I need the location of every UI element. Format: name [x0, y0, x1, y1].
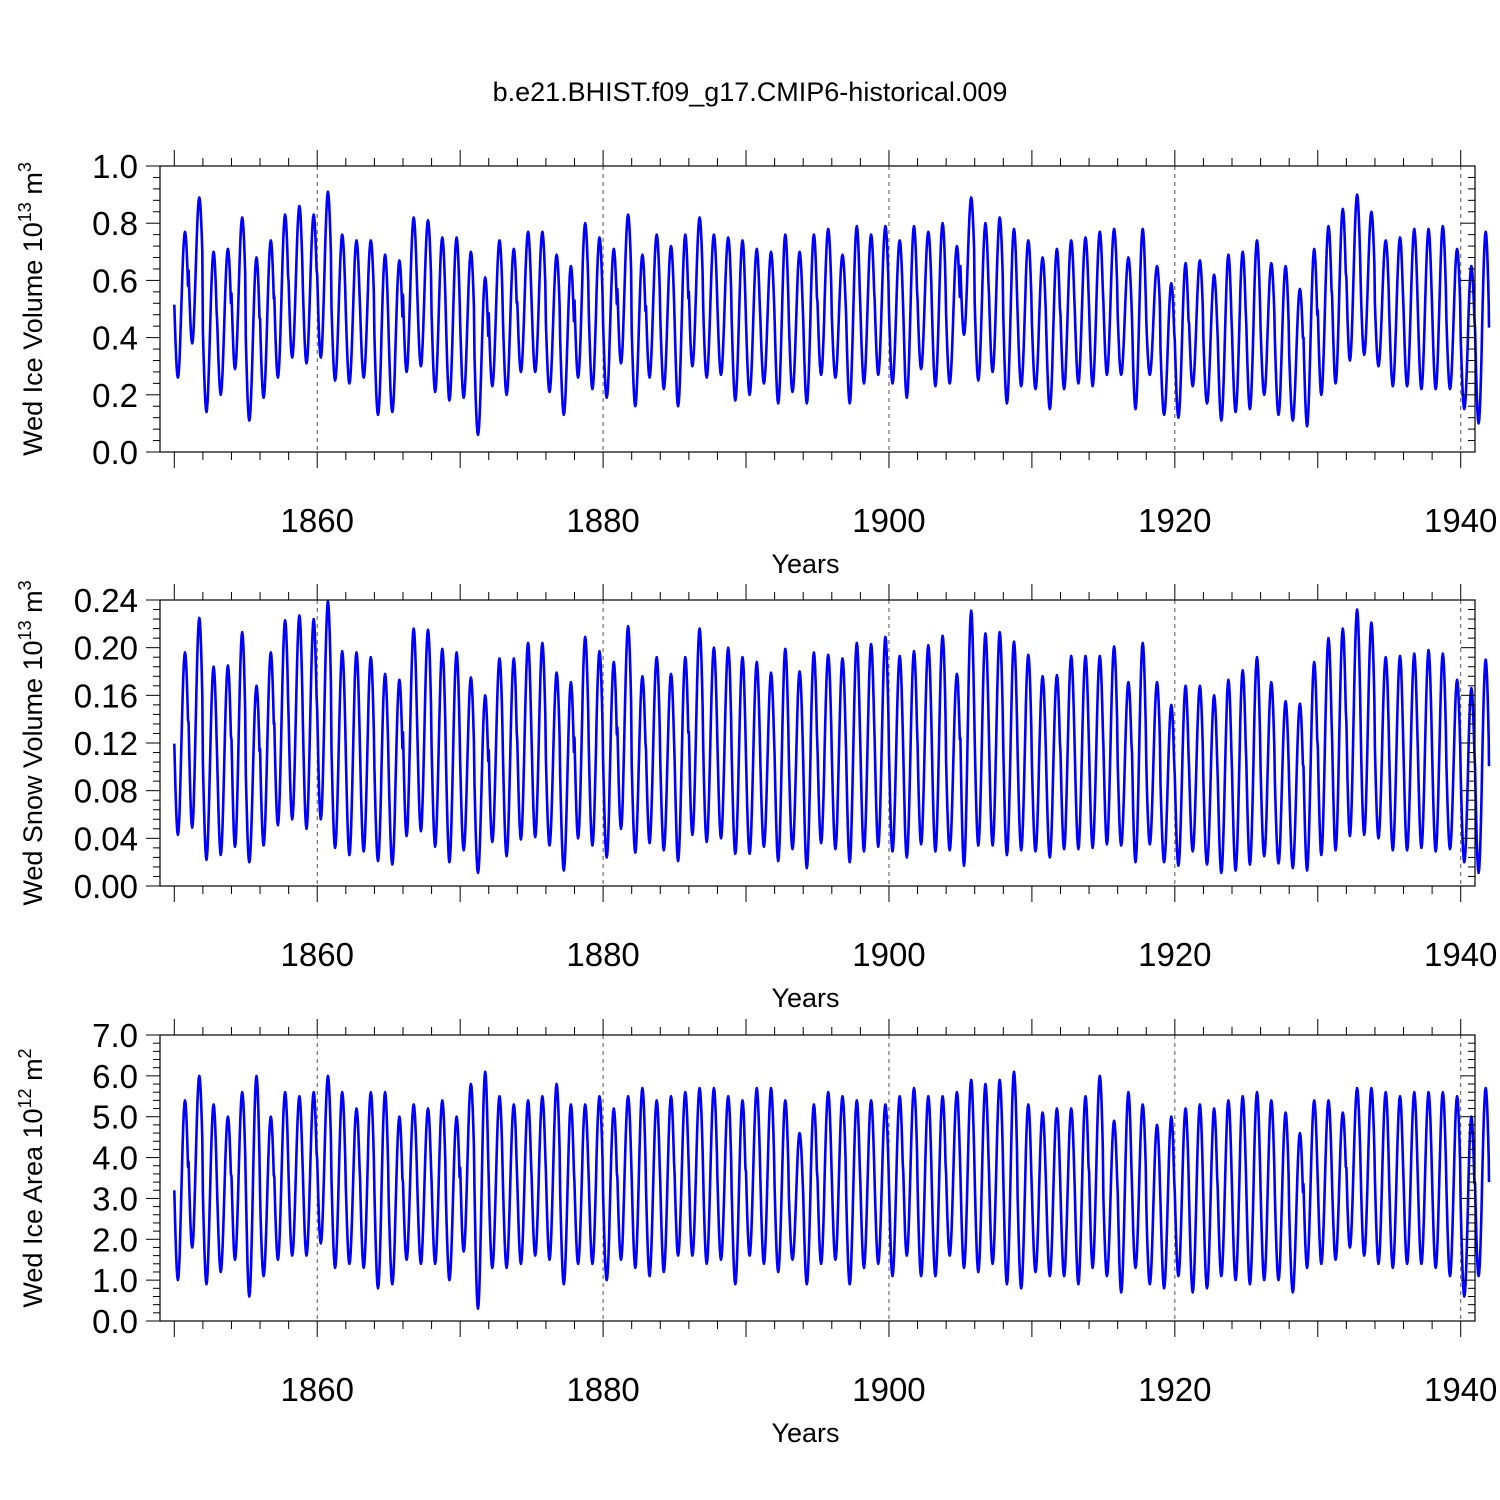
- snow-volume-ytick-label: 0.04: [74, 820, 138, 857]
- ice-area-ytick-label: 6.0: [92, 1058, 138, 1095]
- snow-volume-xtick-label: 1860: [281, 936, 354, 973]
- ice-volume-ytick-label: 1.0: [92, 148, 138, 185]
- ice-volume-xtick-label: 1900: [852, 502, 925, 539]
- ice-area-ytick-label: 2.0: [92, 1221, 138, 1258]
- ice-area-series-line: [173, 1070, 1491, 1310]
- ice-area-xtick-label: 1880: [566, 1371, 639, 1408]
- ice-area-yaxis-label: Wed Ice Area 1012 m2: [15, 1048, 48, 1307]
- snow-volume-ytick-label: 0.24: [74, 582, 138, 619]
- ice-area-plot-frame: [159, 1034, 1476, 1322]
- panel-ice-volume: 1860 1880 1900 1920 1940 0.0 0.2 0.4 0.6 0.8 1.0 Ye…: [15, 148, 1497, 579]
- snow-volume-xtick-label: 1880: [566, 936, 639, 973]
- snow-volume-ytick-label: 0.08: [74, 773, 138, 810]
- snow-volume-yaxis-label-part: m: [18, 590, 48, 620]
- snow-volume-xtick-label: 1920: [1138, 936, 1211, 973]
- ice-volume-yaxis-label-part: m: [18, 172, 48, 202]
- ice-area-yaxis-label-exponent: 2: [15, 1048, 35, 1058]
- ice-volume-yaxis-label-exponent: 13: [15, 202, 35, 222]
- ice-area-ytick-label: 3.0: [92, 1180, 138, 1217]
- snow-volume-ytick-label: 0.12: [74, 725, 138, 762]
- ice-volume-ytick-label: 0.8: [92, 205, 138, 242]
- snow-volume-yaxis-label: Wed Snow Volume 1013 m3: [15, 580, 48, 905]
- ice-area-yaxis-label-part: m: [18, 1058, 48, 1088]
- snow-volume-series-line: [173, 599, 1491, 875]
- ice-volume-ytick-label: 0.6: [92, 262, 138, 299]
- panel-snow-volume: 1860 1880 1900 1920 1940 0.00 0.04 0.08 0.12 0.16…: [15, 580, 1497, 1013]
- ice-volume-ytick-label: 0.2: [92, 377, 138, 414]
- ice-volume-xtick-label: 1880: [566, 502, 639, 539]
- ice-volume-yaxis-label-part: Wed Ice Volume 10: [18, 222, 48, 456]
- ice-volume-ytick-label: 0.0: [92, 434, 138, 471]
- ice-area-ytick-label: 5.0: [92, 1099, 138, 1136]
- ice-volume-xtick-label: 1920: [1138, 502, 1211, 539]
- snow-volume-xtick-label: 1900: [852, 936, 925, 973]
- ice-volume-series-line: [173, 190, 1491, 437]
- ice-area-ytick-label: 4.0: [92, 1140, 138, 1177]
- ice-volume-ytick-label: 0.4: [92, 320, 138, 357]
- snow-volume-ytick-label: 0.20: [74, 630, 138, 667]
- ice-volume-xtick-label: 1860: [281, 502, 354, 539]
- ice-area-xtick-label: 1920: [1138, 1371, 1211, 1408]
- ice-area-xtick-label: 1900: [852, 1371, 925, 1408]
- ice-area-xtick-label: 1940: [1424, 1371, 1497, 1408]
- ice-volume-xaxis-label: Years: [771, 549, 839, 579]
- ice-area-xaxis-label: Years: [771, 1418, 839, 1448]
- snow-volume-yaxis-label-part: Wed Snow Volume 10: [18, 640, 48, 905]
- snow-volume-yaxis-label-exponent: 3: [15, 580, 35, 590]
- ice-volume-yaxis-label-exponent: 3: [15, 162, 35, 172]
- snow-volume-xaxis-label: Years: [771, 983, 839, 1013]
- ice-area-yaxis-label-exponent: 12: [15, 1088, 35, 1108]
- snow-volume-ytick-label: 0.16: [74, 677, 138, 714]
- ice-volume-xtick-label: 1940: [1424, 502, 1497, 539]
- ice-volume-plot-frame: [159, 165, 1476, 453]
- ice-area-ytick-label: 0.0: [92, 1303, 138, 1340]
- snow-volume-yaxis-label-exponent: 13: [15, 620, 35, 640]
- ice-area-ytick-label: 1.0: [92, 1262, 138, 1299]
- ice-area-ytick-label: 7.0: [92, 1017, 138, 1054]
- ice-area-xtick-label: 1860: [281, 1371, 354, 1408]
- panels: 1860 1880 1900 1920 1940 0.0 0.2 0.4 0.6 0.8 1.0 Ye…: [15, 148, 1497, 1448]
- ice-volume-yaxis-label: Wed Ice Volume 1013 m3: [15, 162, 48, 456]
- ice-area-yaxis-label-part: Wed Ice Area 10: [18, 1108, 48, 1307]
- figure-title: b.e21.BHIST.f09_g17.CMIP6-historical.009: [493, 77, 1008, 107]
- snow-volume-xtick-label: 1940: [1424, 936, 1497, 973]
- panel-ice-area: 1860 1880 1900 1920 1940 0.0 1.0 2.0 3.04.0 5.0 6.…: [15, 1017, 1497, 1448]
- snow-volume-ytick-label: 0.00: [74, 868, 138, 905]
